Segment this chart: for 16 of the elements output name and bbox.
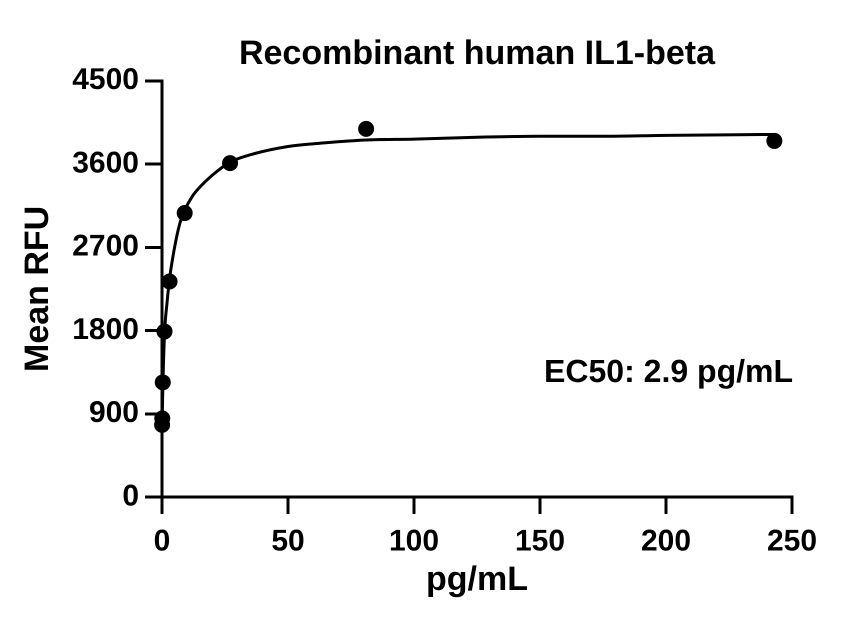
x-tick-label: 150 bbox=[514, 524, 566, 558]
y-tick-label: 1800 bbox=[72, 312, 139, 346]
x-tick-label: 0 bbox=[154, 524, 170, 558]
annotation: EC50: 2.9 pg/mL bbox=[544, 353, 793, 390]
y-tick-label: 2700 bbox=[72, 230, 139, 263]
y-tick-label: 900 bbox=[88, 396, 139, 430]
y-tick-label: 0 bbox=[122, 479, 139, 512]
y-axis-title: Mean RFU bbox=[18, 206, 56, 372]
x-tick-label: 200 bbox=[640, 524, 692, 558]
y-tick-label: 4500 bbox=[72, 63, 139, 96]
x-tick-label: 100 bbox=[388, 524, 440, 558]
y-tick-label: 3600 bbox=[72, 146, 139, 180]
x-tick-label: 250 bbox=[766, 524, 818, 558]
x-tick-label: 50 bbox=[271, 524, 305, 558]
chart-title: Recombinant human IL1-beta bbox=[238, 34, 716, 72]
x-axis-title: pg/mL bbox=[426, 560, 528, 598]
